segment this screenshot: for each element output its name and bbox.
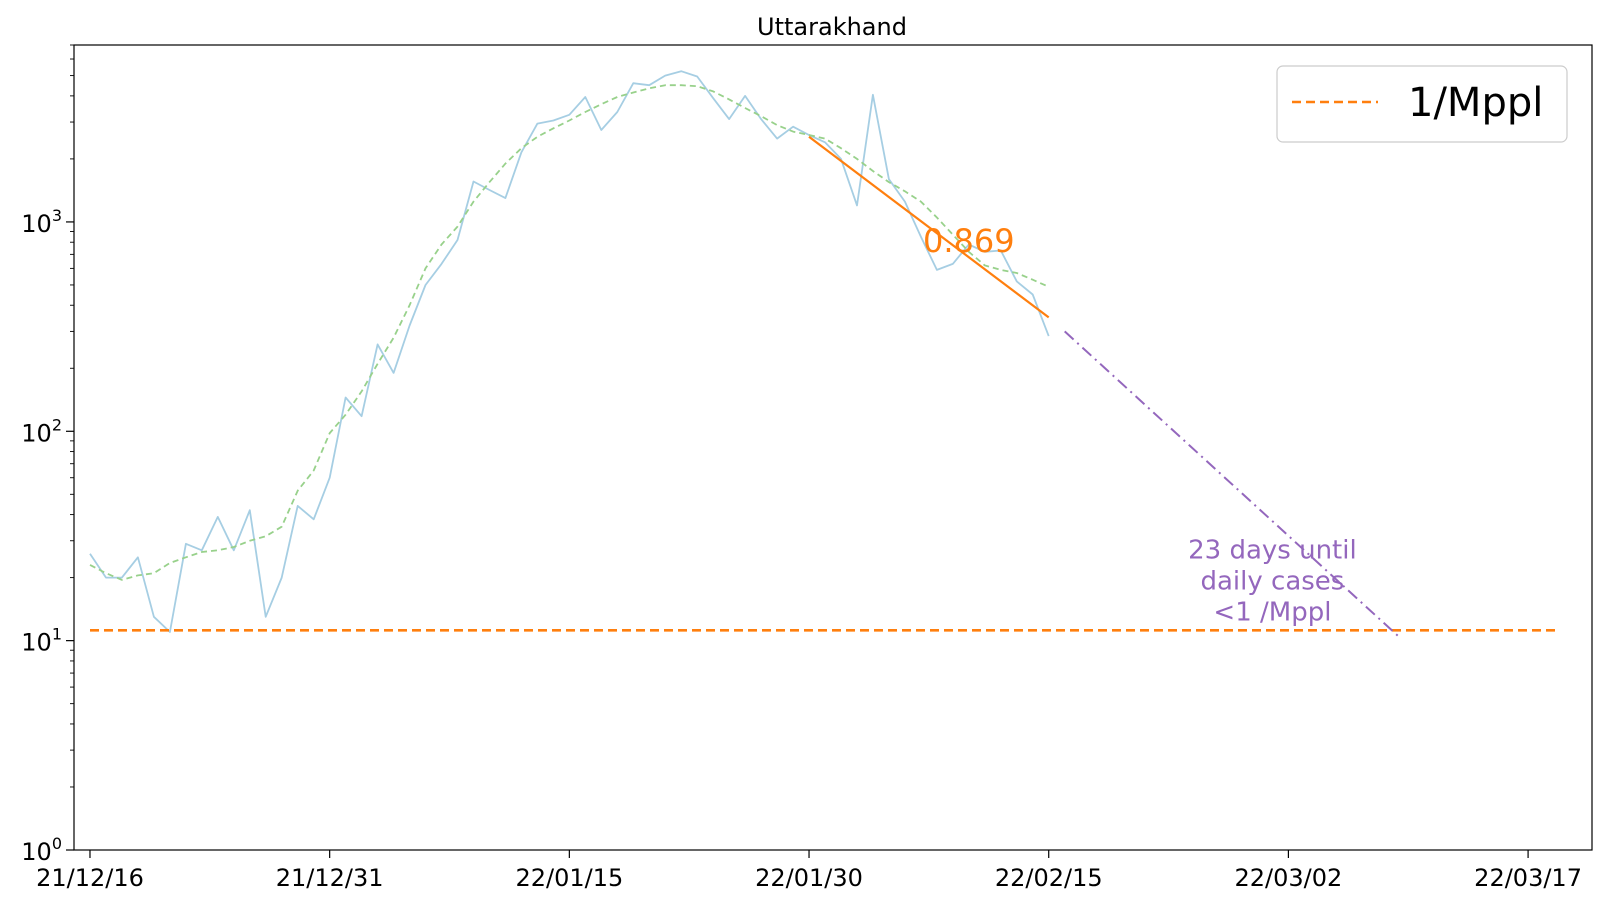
days-until-annotation: 23 days until daily cases <1 /Mppl — [1188, 535, 1357, 627]
x-axis-ticks: 21/12/16 21/12/31 22/01/15 22/01/30 22/02/15… — [36, 850, 1582, 892]
series-line-projection — [1064, 330, 1401, 639]
y-tick-exponent: 0 — [52, 834, 62, 853]
days-until-line: daily cases — [1200, 566, 1344, 596]
series-line-fit — [808, 135, 1050, 319]
days-until-line: 23 days until — [1188, 535, 1357, 565]
legend: 1/Mppl — [1276, 65, 1568, 143]
annotations: 0.869 23 days until daily cases <1 /Mppl — [923, 222, 1357, 627]
y-tick-label: 102 — [21, 415, 62, 447]
plot-area-frame — [73, 44, 1593, 851]
y-tick-exponent: 2 — [52, 415, 62, 434]
y-tick-base: 10 — [21, 419, 52, 447]
legend-box — [1276, 65, 1568, 143]
y-minor-ticks — [70, 44, 74, 788]
days-until-line: <1 /Mppl — [1213, 597, 1331, 627]
series-line-daily — [89, 70, 1050, 633]
y-tick-base: 10 — [21, 629, 52, 657]
chart-title: Uttarakhand — [757, 13, 907, 41]
slope-annotation: 0.869 — [923, 222, 1015, 260]
y-tick-label: 100 — [21, 834, 62, 866]
x-tick-label: 22/01/15 — [515, 864, 623, 892]
legend-label-threshold: 1/Mppl — [1408, 80, 1543, 126]
x-tick-label: 22/03/17 — [1474, 864, 1582, 892]
series-line-smoothed — [89, 84, 1050, 581]
y-tick-base: 10 — [21, 838, 52, 866]
y-tick-exponent: 1 — [52, 625, 62, 644]
y-tick-label: 101 — [21, 625, 62, 657]
x-tick-label: 21/12/16 — [36, 864, 144, 892]
x-tick-label: 22/03/02 — [1235, 864, 1343, 892]
x-tick-label: 21/12/31 — [276, 864, 384, 892]
y-tick-label: 103 — [21, 206, 62, 238]
y-tick-exponent: 3 — [52, 206, 62, 225]
x-tick-label: 22/02/15 — [995, 864, 1103, 892]
y-tick-base: 10 — [21, 210, 52, 238]
series-lines — [89, 70, 1560, 639]
x-tick-label: 22/01/30 — [755, 864, 863, 892]
